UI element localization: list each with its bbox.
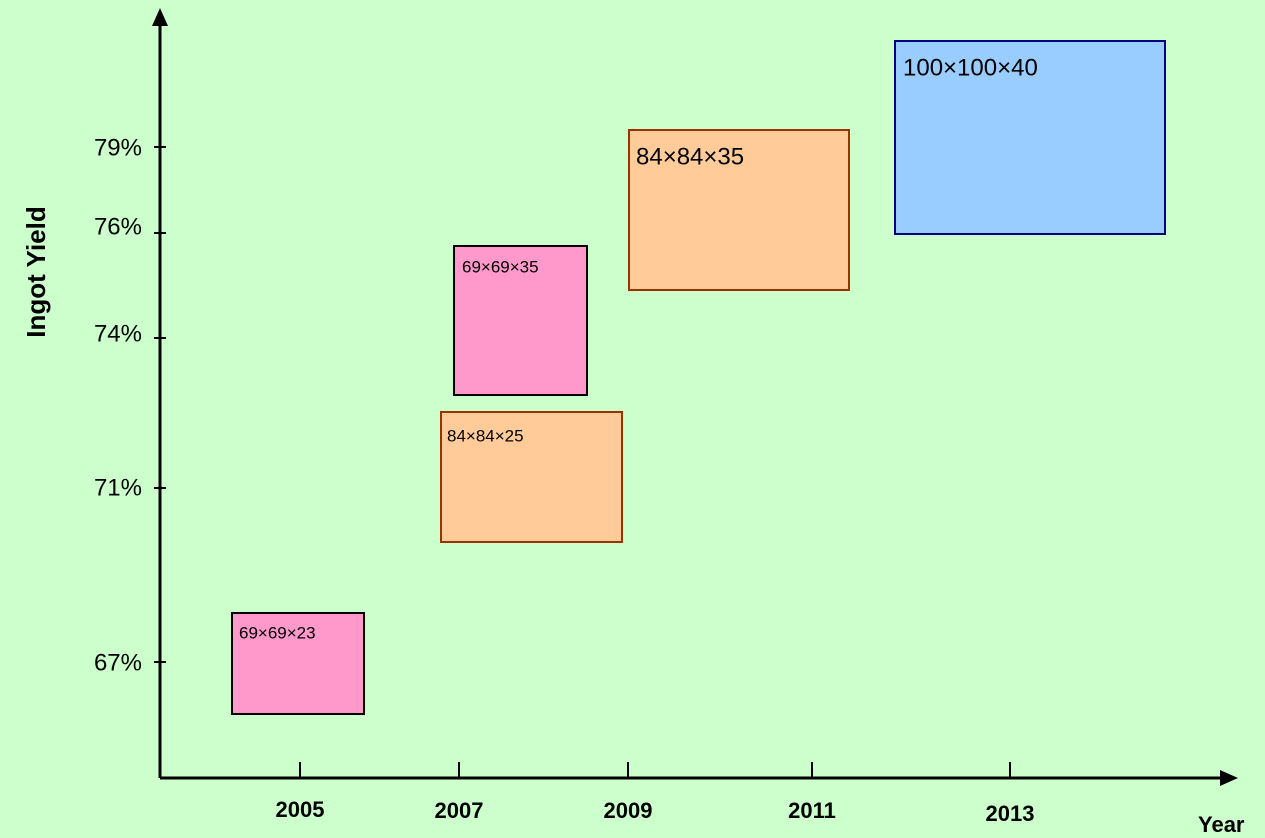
box [453, 245, 588, 396]
box [628, 129, 850, 291]
y-tick-label: 74% [94, 320, 142, 347]
x-tick-label: 2013 [986, 801, 1035, 826]
box-label: 69×69×23 [239, 623, 316, 642]
x-axis-arrow [1220, 770, 1238, 786]
y-tick-label: 79% [94, 134, 142, 161]
x-tick-label: 2007 [435, 798, 484, 823]
y-axis-title: Ingot Yield [21, 206, 51, 337]
box [440, 411, 623, 543]
box-label: 69×69×35 [462, 257, 539, 276]
y-tick-label: 71% [94, 474, 142, 501]
box [894, 40, 1166, 235]
box [231, 612, 365, 715]
x-tick-label: 2005 [276, 797, 325, 822]
x-tick-label: 2011 [788, 798, 836, 823]
x-tick-label: 2009 [604, 798, 653, 823]
y-axis-arrow [152, 8, 168, 26]
y-tick-label: 76% [94, 213, 142, 240]
box-label: 84×84×35 [636, 143, 744, 170]
x-axis-title: Year [1198, 812, 1245, 837]
y-tick-marks [154, 146, 166, 663]
box-label: 100×100×40 [903, 54, 1038, 81]
box-label: 84×84×25 [447, 426, 524, 445]
y-tick-label: 67% [94, 649, 142, 676]
x-tick-marks [299, 762, 1011, 778]
